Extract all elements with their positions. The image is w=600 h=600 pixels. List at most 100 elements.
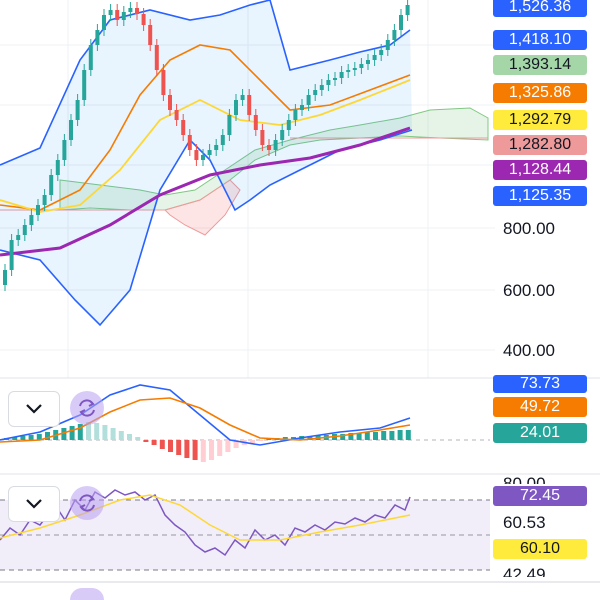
candle-body <box>128 8 133 12</box>
candle-body <box>399 15 403 30</box>
macd-collapse-button[interactable] <box>8 391 60 427</box>
candle-body <box>207 150 212 155</box>
macd-histogram-bar <box>77 424 83 440</box>
macd-histogram-bar <box>127 434 132 440</box>
candle-body <box>82 70 87 100</box>
macd-histogram-bar <box>200 440 206 462</box>
candle-body <box>108 10 113 15</box>
macd-histogram-bar <box>110 428 116 440</box>
rsi-collapse-button[interactable] <box>8 486 60 522</box>
macd-histogram-bar <box>28 435 34 440</box>
rsi-value-tag: 72.45 <box>493 486 587 506</box>
macd-histogram <box>4 422 411 462</box>
candle-body <box>359 64 364 68</box>
candle-body <box>346 70 351 72</box>
macd-histogram-bar <box>258 440 264 441</box>
bollinger-upper-band <box>0 0 411 166</box>
candle-body <box>306 95 311 105</box>
candle-body <box>29 215 34 225</box>
macd-histogram-bar <box>209 440 214 460</box>
refresh-icon <box>79 399 95 417</box>
candle-body <box>313 90 318 95</box>
macd-histogram-bar <box>381 431 387 440</box>
rsi-refresh-button[interactable] <box>70 486 104 520</box>
macd-histogram-bar <box>225 440 231 452</box>
macd-histogram-bar <box>86 422 91 440</box>
candle-body <box>95 30 100 45</box>
candle-body <box>300 105 304 110</box>
candle-body <box>168 95 172 110</box>
candle-body <box>174 110 179 120</box>
price-tag-ma-orange: 1,325.86 <box>493 83 587 103</box>
next-pane-refresh-button[interactable] <box>70 588 104 600</box>
candle-body <box>273 140 278 150</box>
candle-body <box>36 205 40 215</box>
candle-body <box>121 12 126 20</box>
price-scale-label: 600.00 <box>503 281 555 300</box>
ichimoku-cloud-red <box>164 179 241 236</box>
candle-body <box>319 85 324 90</box>
macd-histogram-bar <box>118 431 124 440</box>
ma-yellow-line <box>0 79 411 213</box>
candle-body <box>9 240 14 270</box>
candle-body <box>260 130 265 145</box>
macd-histogram-bar <box>176 440 182 455</box>
price-tag-baseline: 1,282.80 <box>493 135 587 155</box>
macd-histogram-bar <box>266 439 272 440</box>
rsi-scale-label: 60.53 <box>503 513 546 532</box>
macd-histogram-bar <box>151 440 157 445</box>
candle-body <box>366 60 370 64</box>
candle-body <box>352 68 357 70</box>
price-scale-label: 800.00 <box>503 219 555 238</box>
macd-histogram-bar <box>389 431 395 440</box>
candle-body <box>280 130 285 140</box>
macd-histogram-bar <box>36 434 42 440</box>
candle-body <box>49 175 54 195</box>
macd-histogram-bar <box>405 430 411 440</box>
candle-body <box>339 72 344 78</box>
candle-body <box>227 115 232 135</box>
candle-body <box>333 78 337 80</box>
macd-histogram-bar <box>250 440 255 443</box>
chevron-down-icon <box>26 404 42 414</box>
macd-histogram-bar <box>348 433 354 440</box>
candle-body <box>267 145 271 150</box>
candle-body <box>181 120 186 135</box>
candle-body <box>135 8 139 14</box>
macd-histogram-bar <box>45 432 50 440</box>
macd-histogram-bar <box>12 437 18 440</box>
candle-body <box>69 120 73 140</box>
candle-body <box>3 270 7 285</box>
macd-histogram-bar <box>20 436 26 440</box>
candle-body <box>115 10 120 20</box>
price-tag-bb-upper: 1,526.36 <box>493 0 587 17</box>
candle-body <box>220 135 225 145</box>
candle-body <box>42 195 47 205</box>
price-tag-bb-basis: 1,418.10 <box>493 30 587 50</box>
candle-body <box>385 40 390 50</box>
macd-histogram-bar <box>94 423 100 440</box>
price-tag-ma-purple: 1,128.44 <box>493 160 587 180</box>
candle-body <box>253 115 258 130</box>
candle-body <box>148 25 153 45</box>
macd-signal-tag: 49.72 <box>493 397 587 417</box>
bollinger-band-fill <box>0 0 412 325</box>
macd-refresh-button[interactable] <box>70 391 104 425</box>
macd-histogram-bar <box>135 437 141 440</box>
candle-body <box>372 55 377 60</box>
candle-body <box>247 95 252 115</box>
chevron-down-icon <box>26 499 42 509</box>
rsi-ma-tag: 60.10 <box>493 539 587 559</box>
candle-body <box>293 110 298 120</box>
rsi-scale-label: 42.49 <box>503 565 546 577</box>
candle-body <box>326 80 331 85</box>
macd-histogram-bar <box>373 432 378 440</box>
candle-body <box>214 145 219 150</box>
ma-orange-line <box>0 44 411 211</box>
candle-body <box>379 50 384 55</box>
candle-body <box>187 135 192 150</box>
candle-body <box>102 15 106 30</box>
macd-histogram-bar <box>340 434 346 440</box>
candle-body <box>240 95 245 100</box>
